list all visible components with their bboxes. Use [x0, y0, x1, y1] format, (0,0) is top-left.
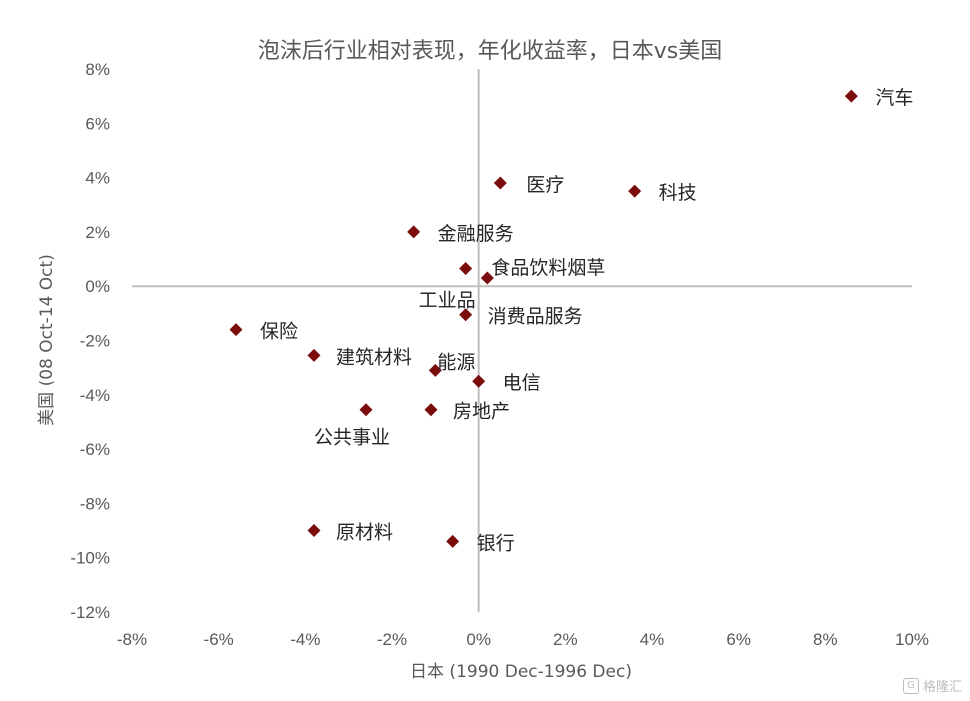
x-tick-label: 4%	[640, 630, 665, 649]
data-point-label: 房地产	[453, 401, 510, 423]
data-point-marker	[446, 534, 460, 548]
x-tick-labels: -8% -6% -4% -2% 0% 2% 4% 6% 8% 10%	[117, 630, 929, 649]
y-tick-label: 0%	[85, 277, 110, 296]
x-tick-label: -4%	[290, 630, 320, 649]
y-tick-label: 2%	[85, 223, 110, 242]
chart-title: 泡沫后行业相对表现，年化收益率，日本vs美国	[258, 39, 722, 64]
watermark: G 格隆汇	[902, 676, 962, 695]
data-point-label: 科技	[659, 182, 697, 204]
y-tick-label: -6%	[80, 440, 110, 459]
y-tick-labels: 8% 6% 4% 2% 0% -2% -4% -6% -8% -10% -12%	[70, 60, 110, 622]
data-point-marker	[844, 89, 858, 103]
data-point-marker	[472, 374, 486, 388]
y-tick-label: -12%	[70, 603, 110, 622]
y-tick-label: 4%	[85, 169, 110, 188]
data-point-label: 能源	[437, 351, 475, 373]
data-point-marker	[359, 403, 373, 417]
x-tick-label: -2%	[377, 630, 407, 649]
data-point-label: 汽车	[875, 87, 913, 109]
x-tick-label: 10%	[895, 630, 929, 649]
data-point-marker	[480, 271, 494, 285]
data-point-label: 建筑材料	[336, 346, 412, 368]
data-point-marker	[307, 524, 321, 538]
data-point-marker	[628, 184, 642, 198]
data-point-marker	[229, 323, 243, 337]
watermark-logo-icon: G	[902, 677, 919, 694]
data-point-marker	[424, 403, 438, 417]
x-tick-label: 6%	[726, 630, 751, 649]
x-tick-label: 8%	[813, 630, 838, 649]
data-points	[229, 89, 858, 548]
y-tick-label: -4%	[80, 386, 110, 405]
x-tick-label: 2%	[553, 630, 578, 649]
data-point-label: 原材料	[336, 522, 393, 544]
data-point-label: 金融服务	[438, 223, 514, 245]
data-point-label: 消费品服务	[488, 306, 583, 328]
y-tick-label: -8%	[80, 494, 110, 513]
data-point-label: 医疗	[526, 174, 564, 196]
data-point-marker	[307, 348, 321, 362]
data-point-marker	[493, 176, 507, 190]
x-axis-label: 日本 (1990 Dec-1996 Dec)	[410, 662, 632, 682]
y-tick-label: 6%	[85, 114, 110, 133]
data-point-marker	[459, 308, 473, 322]
data-point-marker	[428, 363, 442, 377]
data-point-label: 电信	[503, 372, 541, 394]
data-point-label: 工业品	[419, 290, 476, 312]
y-tick-label: 8%	[85, 60, 110, 79]
y-tick-label: -10%	[70, 549, 110, 568]
data-point-label: 保险	[260, 321, 298, 343]
x-tick-label: 0%	[466, 630, 491, 649]
data-point-marker	[459, 262, 473, 276]
data-point-label: 公共事业	[314, 427, 390, 449]
axes	[132, 69, 912, 612]
watermark-text: 格隆汇	[922, 680, 962, 695]
y-tick-label: -2%	[80, 332, 110, 351]
data-point-label: 银行	[477, 532, 515, 554]
x-tick-label: -6%	[204, 630, 234, 649]
data-point-marker	[407, 225, 421, 239]
x-tick-label: -8%	[117, 630, 147, 649]
y-axis-label: 美国 (08 Oct-14 Oct)	[37, 254, 57, 426]
data-point-label: 食品饮料烟草	[491, 257, 605, 279]
